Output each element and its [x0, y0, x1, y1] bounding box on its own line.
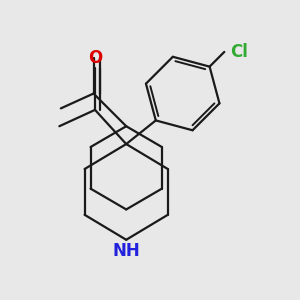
Text: Cl: Cl: [230, 43, 248, 61]
Text: NH: NH: [112, 242, 140, 260]
Text: O: O: [88, 49, 102, 67]
